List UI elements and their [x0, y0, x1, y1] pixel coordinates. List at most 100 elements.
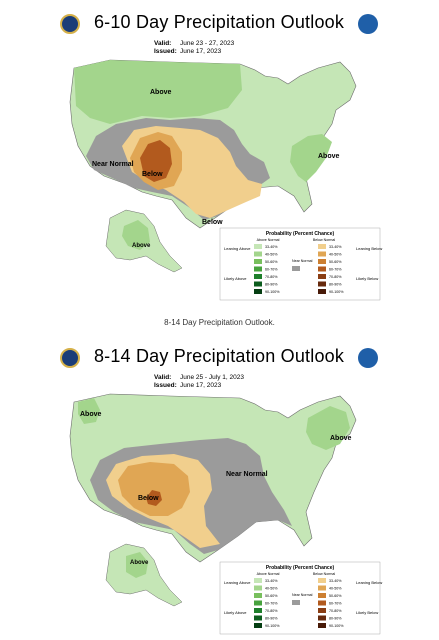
legend-swatches: 33-40% 33-40% 40-50% 40-50% 50-60% 50-60% 60-7… — [254, 244, 344, 294]
legend-swatches: 33-40% 33-40% 40-50% 40-50% 50-60% 50-60% 60-7… — [254, 578, 344, 628]
svg-text:Near Normal: Near Normal — [292, 593, 313, 597]
legend-above-range: 90-100% — [265, 624, 280, 628]
legend-below-swatch — [318, 615, 326, 621]
legend-below-range: 70-80% — [329, 275, 342, 279]
label-above-east: Above — [318, 153, 340, 160]
svg-text:Near Normal: Near Normal — [292, 259, 313, 263]
noaa-logo — [358, 348, 378, 368]
outlook-panel-8-14: 8-14 Day Precipitation Outlook Valid: Jun… — [50, 340, 388, 640]
legend-below-range: 33-40% — [329, 579, 342, 583]
label-below-sw: Below — [142, 171, 163, 178]
legend-below-range: 50-60% — [329, 594, 342, 598]
legend-below-swatch — [318, 266, 326, 272]
legend-below-range: 90-100% — [329, 290, 344, 294]
legend-below-swatch — [318, 593, 326, 598]
legend-below-range: 40-50% — [329, 587, 342, 591]
svg-text:Above Normal: Above Normal — [257, 572, 280, 576]
legend-above-range: 60-70% — [265, 602, 278, 606]
legend-above-range: 50-60% — [265, 594, 278, 598]
legend-above-swatch — [254, 608, 262, 613]
precipitation-map: Above Above Near Normal Below Below Abov… — [69, 59, 382, 301]
legend-near-normal-swatch — [292, 266, 300, 271]
legend-below-range: 60-70% — [329, 602, 342, 606]
label-near-normal: Near Normal — [226, 471, 268, 478]
label-alaska-above: Above — [130, 560, 149, 566]
doc-seal-logo — [60, 14, 80, 34]
legend-above-swatch — [254, 593, 262, 598]
noaa-logo — [358, 14, 378, 34]
figure-caption: 8-14 Day Precipitation Outlook. — [164, 318, 275, 327]
legend-below-range: 40-50% — [329, 253, 342, 257]
legend-above-swatch — [254, 281, 262, 287]
svg-text:Likely Below: Likely Below — [356, 276, 378, 281]
legend-below-range: 33-40% — [329, 245, 342, 249]
legend-below-swatch — [318, 289, 326, 294]
label-alaska-above: Above — [132, 243, 151, 249]
legend-above-range: 33-40% — [265, 245, 278, 249]
legend-above-swatch — [254, 289, 262, 294]
label-near-normal: Near Normal — [92, 161, 134, 168]
legend-above-swatch — [254, 615, 262, 621]
label-above-east: Above — [330, 435, 352, 442]
legend-below-range: 80-90% — [329, 283, 342, 287]
label-above-north: Above — [150, 89, 172, 96]
legend-above-range: 90-100% — [265, 290, 280, 294]
legend-above-range: 40-50% — [265, 253, 278, 257]
legend-below-swatch — [318, 274, 326, 279]
legend-above-swatch — [254, 266, 262, 272]
legend-above-range: 70-80% — [265, 275, 278, 279]
legend-above-range: 40-50% — [265, 587, 278, 591]
legend-above-swatch — [254, 274, 262, 279]
legend-below-swatch — [318, 578, 326, 583]
legend-above-range: 80-90% — [265, 617, 278, 621]
legend-above-range: 33-40% — [265, 579, 278, 583]
legend-below-swatch — [318, 259, 326, 264]
svg-text:Probability (Percent Chance): Probability (Percent Chance) — [266, 565, 335, 571]
legend: Probability (Percent Chance) Above Norma… — [219, 561, 382, 635]
legend-above-swatch — [254, 251, 262, 257]
legend-below-range: 90-100% — [329, 624, 344, 628]
legend-below-swatch — [318, 623, 326, 628]
legend-above-swatch — [254, 600, 262, 606]
svg-text:Leaning Above: Leaning Above — [224, 246, 251, 251]
legend-below-swatch — [318, 251, 326, 257]
alaska-outline — [105, 543, 183, 607]
legend-below-swatch — [318, 244, 326, 249]
legend-above-swatch — [254, 259, 262, 264]
map-title: 6-10 Day Precipitation Outlook — [93, 12, 345, 32]
issued-date: Issued: June 17, 2023 — [154, 382, 222, 389]
legend-above-range: 50-60% — [265, 260, 278, 264]
legend-near-normal-swatch — [292, 600, 300, 605]
label-above-north: Above — [80, 411, 102, 418]
legend-below-swatch — [318, 600, 326, 606]
doc-seal-logo — [60, 348, 80, 368]
svg-text:Leaning Below: Leaning Below — [356, 580, 382, 585]
label-below-sw: Below — [138, 495, 159, 502]
issued-date: Issued: June 17, 2023 — [154, 48, 222, 55]
legend-below-swatch — [318, 585, 326, 591]
svg-text:Likely Above: Likely Above — [224, 610, 247, 615]
valid-dates: Valid: June 25 - July 1, 2023 — [154, 374, 244, 381]
legend-above-range: 60-70% — [265, 268, 278, 272]
legend-below-swatch — [318, 608, 326, 613]
legend-above-swatch — [254, 578, 262, 583]
legend-above-swatch — [254, 585, 262, 591]
svg-text:Leaning Below: Leaning Below — [356, 246, 382, 251]
legend-below-swatch — [318, 281, 326, 287]
svg-text:Below Normal: Below Normal — [313, 238, 336, 242]
legend-above-range: 70-80% — [265, 609, 278, 613]
legend: Probability (Percent Chance) Above Norma… — [219, 227, 382, 301]
legend-above-swatch — [254, 623, 262, 628]
map-title: 8-14 Day Precipitation Outlook — [93, 346, 345, 366]
legend-above-swatch — [254, 244, 262, 249]
svg-text:Probability (Percent Chance): Probability (Percent Chance) — [266, 231, 335, 237]
svg-text:Likely Above: Likely Above — [224, 276, 247, 281]
svg-text:Likely Below: Likely Below — [356, 610, 378, 615]
label-below-tx: Below — [202, 219, 223, 226]
legend-below-range: 60-70% — [329, 268, 342, 272]
legend-above-range: 80-90% — [265, 283, 278, 287]
svg-text:Above Normal: Above Normal — [257, 238, 280, 242]
precipitation-map: Above Above Near Normal Below Above Prob… — [69, 393, 382, 635]
legend-below-range: 70-80% — [329, 609, 342, 613]
outlook-panel-6-10: 6-10 Day Precipitation Outlook Valid: Jun… — [50, 6, 388, 306]
